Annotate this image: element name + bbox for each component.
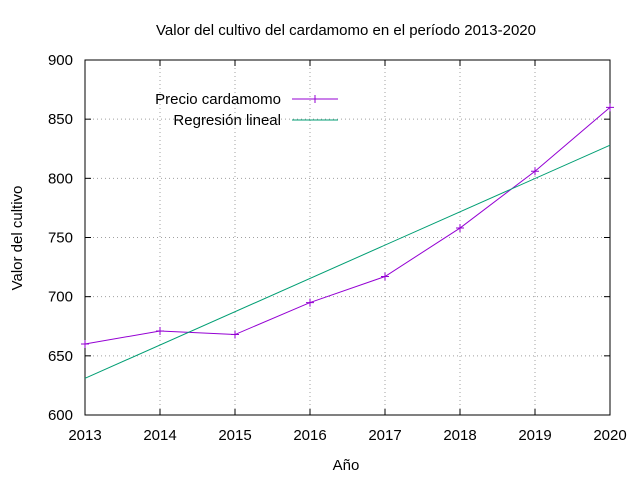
legend-label: Regresión lineal xyxy=(173,112,281,129)
x-tick-label: 2015 xyxy=(218,427,251,444)
chart-title: Valor del cultivo del cardamomo en el pe… xyxy=(156,22,536,39)
plot-frame xyxy=(84,59,611,416)
x-tick-label: 2017 xyxy=(368,427,401,444)
y-axis: 600 650 700 750 800 850 900 xyxy=(48,52,610,424)
y-tick-label: 700 xyxy=(48,289,73,306)
y-tick-label: 600 xyxy=(48,407,73,424)
y-tick-label: 750 xyxy=(48,230,73,247)
grid-lines xyxy=(84,59,611,416)
series-1 xyxy=(84,144,611,379)
series-line xyxy=(84,144,611,379)
x-tick-label: 2019 xyxy=(518,427,551,444)
data-point xyxy=(606,103,614,112)
legend-label: Precio cardamomo xyxy=(155,91,281,108)
x-axis-label: Año xyxy=(333,457,360,474)
y-tick-label: 650 xyxy=(48,348,73,365)
x-axis: 2013 2014 2015 2016 2017 2018 2019 2020 xyxy=(68,60,627,444)
x-tick-label: 2014 xyxy=(143,427,176,444)
data-point xyxy=(156,326,164,335)
y-tick-label: 800 xyxy=(48,170,73,187)
data-point xyxy=(81,340,89,348)
series-0 xyxy=(81,103,614,348)
x-tick-label: 2016 xyxy=(293,427,326,444)
data-point xyxy=(456,224,464,233)
y-axis-label: Valor del cultivo xyxy=(9,186,26,291)
data-point xyxy=(531,167,539,176)
x-tick-label: 2020 xyxy=(593,427,626,444)
y-tick-label: 850 xyxy=(48,111,73,128)
data-point xyxy=(381,272,389,281)
x-tick-label: 2013 xyxy=(68,427,101,444)
y-tick-label: 900 xyxy=(48,52,73,69)
series-layer xyxy=(81,103,614,379)
x-tick-label: 2018 xyxy=(443,427,476,444)
data-point xyxy=(306,298,314,307)
series-line xyxy=(84,106,611,345)
data-point xyxy=(231,330,239,339)
legend: Precio cardamomo Regresión lineal xyxy=(155,91,338,129)
legend-marker xyxy=(311,95,319,103)
